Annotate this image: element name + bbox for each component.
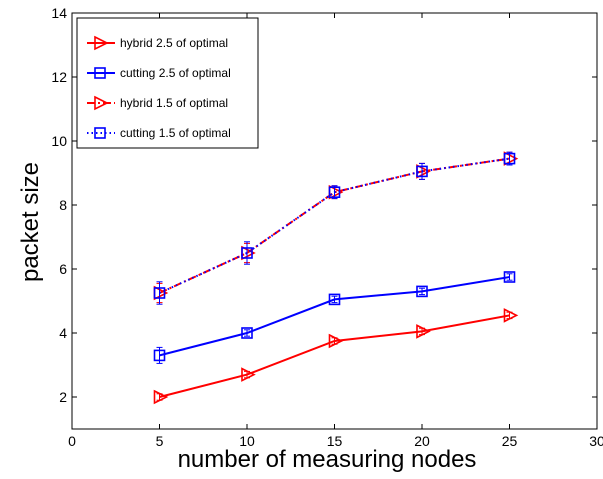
y-tick-label: 10 (51, 133, 67, 149)
data-point (328, 293, 341, 306)
x-tick-label: 10 (239, 433, 255, 449)
legend-marker (94, 35, 109, 51)
legend-label: hybrid 1.5 of optimal (120, 96, 228, 110)
x-tick-label: 5 (156, 433, 164, 449)
x-tick-label: 30 (589, 433, 603, 449)
data-point (241, 327, 253, 339)
y-tick-label: 14 (51, 5, 67, 21)
series-2 (153, 271, 516, 364)
x-tick-label: 25 (502, 433, 518, 449)
y-tick-label: 12 (51, 69, 67, 85)
series-1 (153, 308, 519, 405)
legend-label: cutting 2.5 of optimal (120, 66, 231, 80)
data-point (241, 367, 256, 382)
y-tick-label: 6 (59, 261, 67, 277)
series-4 (153, 151, 516, 305)
legend-label: hybrid 2.5 of optimal (120, 36, 228, 50)
data-point (503, 308, 519, 323)
data-point (416, 324, 431, 339)
y-tick-label: 2 (59, 389, 67, 405)
x-tick-label: 0 (68, 433, 76, 449)
data-point (416, 165, 428, 178)
legend-marker (94, 95, 109, 111)
legend: hybrid 2.5 of optimal cutting 2.5 of opti… (76, 17, 259, 149)
legend-marker (94, 127, 106, 139)
data-point (328, 333, 344, 349)
y-axis-label: packet size (17, 162, 44, 282)
data-point (153, 349, 166, 362)
x-axis-label: number of measuring nodes (178, 446, 477, 473)
data-point (328, 186, 341, 198)
legend-box (76, 17, 259, 149)
legend-entry: hybrid 1.5 of optimal (87, 95, 228, 111)
data-point (153, 287, 166, 299)
x-tick-label: 20 (414, 433, 430, 449)
legend-entry: hybrid 2.5 of optimal (87, 35, 228, 51)
axes: 0 5 10 15 20 25 30 2 4 6 8 10 12 14 (51, 5, 603, 449)
data-point (241, 247, 253, 259)
y-tick-label: 4 (59, 325, 67, 341)
legend-marker (94, 67, 106, 79)
legend-entry: cutting 2.5 of optimal (87, 66, 231, 80)
x-tick-label: 15 (327, 433, 343, 449)
plot-area (153, 151, 519, 405)
legend-label: cutting 1.5 of optimal (120, 126, 231, 140)
data-point (153, 389, 169, 405)
legend-entry: cutting 1.5 of optimal (87, 126, 231, 140)
y-tick-label: 8 (59, 197, 67, 213)
data-point (503, 152, 516, 165)
data-point (503, 271, 516, 283)
data-point (416, 285, 428, 298)
